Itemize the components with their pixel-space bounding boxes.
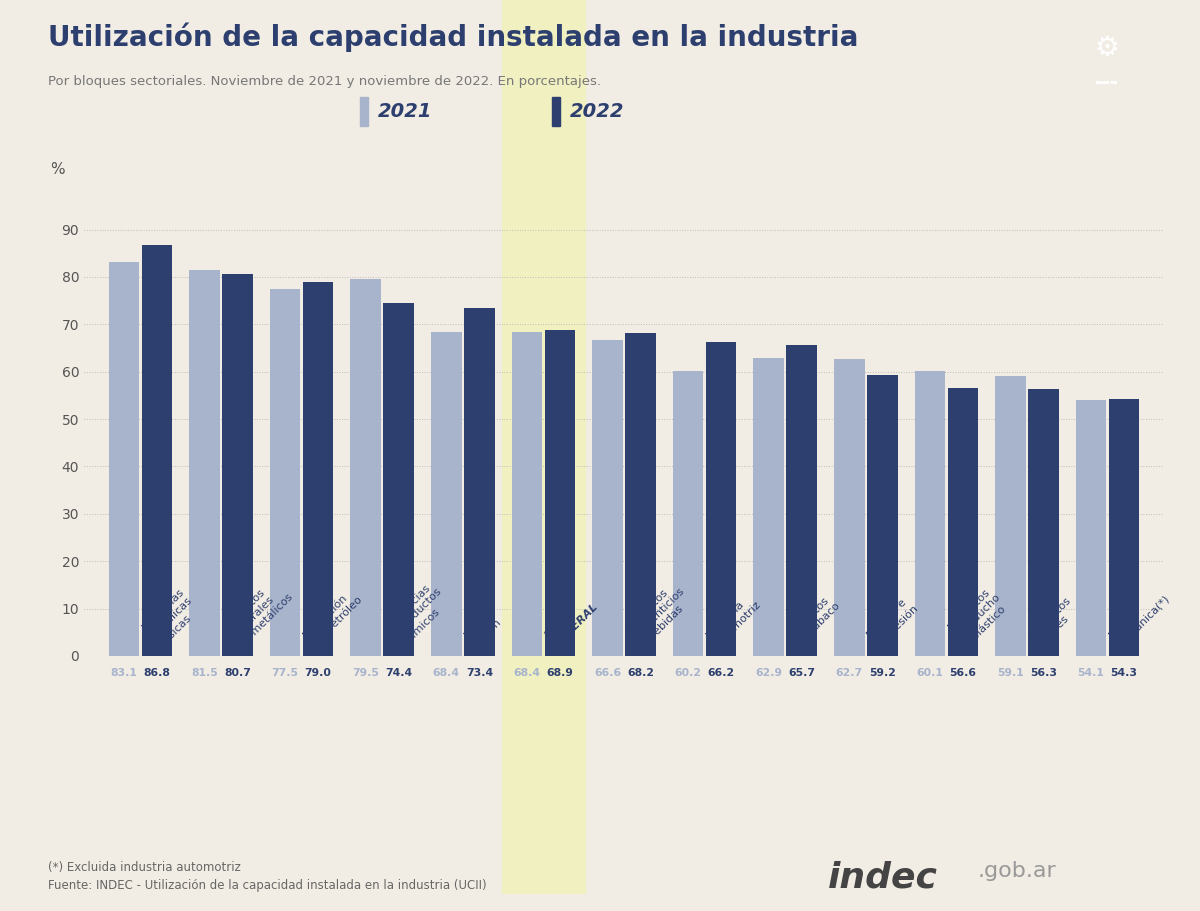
Text: 79.5: 79.5 xyxy=(353,668,379,678)
Text: Por bloques sectoriales. Noviembre de 2021 y noviembre de 2022. En porcentajes.: Por bloques sectoriales. Noviembre de 20… xyxy=(48,75,601,87)
Bar xyxy=(222,273,253,656)
Text: 60.2: 60.2 xyxy=(674,668,702,678)
Text: Productos
minerales
no metálicos: Productos minerales no metálicos xyxy=(221,575,295,649)
Text: (*) Excluida industria automotriz: (*) Excluida industria automotriz xyxy=(48,861,241,874)
Text: 54.1: 54.1 xyxy=(1078,668,1104,678)
Bar xyxy=(786,344,817,656)
Text: 73.4: 73.4 xyxy=(466,668,493,678)
Text: 62.9: 62.9 xyxy=(755,668,782,678)
Text: Utilización de la capacidad instalada en la industria: Utilización de la capacidad instalada en… xyxy=(48,23,858,52)
Text: 54.3: 54.3 xyxy=(1111,668,1138,678)
Text: 86.8: 86.8 xyxy=(144,668,170,678)
Text: 2021: 2021 xyxy=(378,102,432,120)
Text: Sustancias
y productos
químicos: Sustancias y productos químicos xyxy=(383,578,452,649)
Text: 68.4: 68.4 xyxy=(433,668,460,678)
Bar xyxy=(1075,400,1106,656)
Text: 83.1: 83.1 xyxy=(110,668,137,678)
Bar xyxy=(108,262,139,656)
Text: Edición e
impresión: Edición e impresión xyxy=(865,594,920,649)
Bar xyxy=(302,281,334,656)
Text: 56.3: 56.3 xyxy=(1030,668,1057,678)
Text: 74.4: 74.4 xyxy=(385,668,413,678)
Text: 79.0: 79.0 xyxy=(305,668,331,678)
Text: Metal-
mecánica(*): Metal- mecánica(*) xyxy=(1108,586,1171,649)
Bar xyxy=(948,388,978,656)
Bar xyxy=(673,371,703,656)
Bar xyxy=(431,332,462,656)
Bar xyxy=(754,358,784,656)
Text: 2022: 2022 xyxy=(570,102,624,120)
Bar xyxy=(834,359,864,656)
Text: Productos
alimenticios
y bebidas: Productos alimenticios y bebidas xyxy=(624,578,695,649)
Bar xyxy=(706,343,737,656)
Bar xyxy=(511,332,542,656)
Bar xyxy=(1109,399,1140,656)
Text: indec: indec xyxy=(828,861,938,895)
Text: Productos
de caucho
y plástico: Productos de caucho y plástico xyxy=(947,584,1012,649)
Bar xyxy=(464,308,494,656)
Bar xyxy=(625,333,656,656)
Bar xyxy=(142,245,173,656)
Text: 56.6: 56.6 xyxy=(949,668,977,678)
Bar xyxy=(868,375,898,656)
Bar xyxy=(190,270,220,656)
Text: 65.7: 65.7 xyxy=(788,668,815,678)
Bar xyxy=(502,0,584,893)
Bar xyxy=(914,371,946,656)
Text: 59.1: 59.1 xyxy=(997,668,1024,678)
Y-axis label: %: % xyxy=(49,162,65,178)
Text: 62.7: 62.7 xyxy=(835,668,863,678)
Text: 81.5: 81.5 xyxy=(191,668,218,678)
Text: 80.7: 80.7 xyxy=(224,668,251,678)
Text: 77.5: 77.5 xyxy=(271,668,299,678)
Text: 68.2: 68.2 xyxy=(628,668,654,678)
Text: .gob.ar: .gob.ar xyxy=(978,861,1057,881)
Bar xyxy=(1028,389,1058,656)
Text: Productos
textiles: Productos textiles xyxy=(1027,595,1081,649)
Bar xyxy=(270,289,300,656)
Text: NIVEL
GENERAL: NIVEL GENERAL xyxy=(544,593,600,649)
Bar xyxy=(995,376,1026,656)
Text: Industrias
métálicas
básicas: Industrias métálicas básicas xyxy=(140,587,203,649)
Text: Fuente: INDEC - Utilización de la capacidad instalada en la industria (UCII): Fuente: INDEC - Utilización de la capaci… xyxy=(48,879,487,892)
Text: 66.2: 66.2 xyxy=(708,668,734,678)
Text: 68.9: 68.9 xyxy=(546,668,574,678)
Text: Papel y
cartón: Papel y cartón xyxy=(463,605,506,649)
Text: ▬▬▬: ▬▬▬ xyxy=(1094,78,1118,87)
Bar xyxy=(384,303,414,656)
Bar xyxy=(592,341,623,656)
Bar xyxy=(545,330,575,656)
Bar xyxy=(350,280,382,656)
Text: 66.6: 66.6 xyxy=(594,668,622,678)
Text: 59.2: 59.2 xyxy=(869,668,895,678)
Text: Refinación
del petróleo: Refinación del petróleo xyxy=(301,586,365,649)
Text: 68.4: 68.4 xyxy=(514,668,540,678)
Text: ⚙: ⚙ xyxy=(1094,34,1118,62)
Text: Productos
del tabaco: Productos del tabaco xyxy=(785,592,842,649)
Text: Industria
automotriz: Industria automotriz xyxy=(704,590,763,649)
Text: 60.1: 60.1 xyxy=(917,668,943,678)
